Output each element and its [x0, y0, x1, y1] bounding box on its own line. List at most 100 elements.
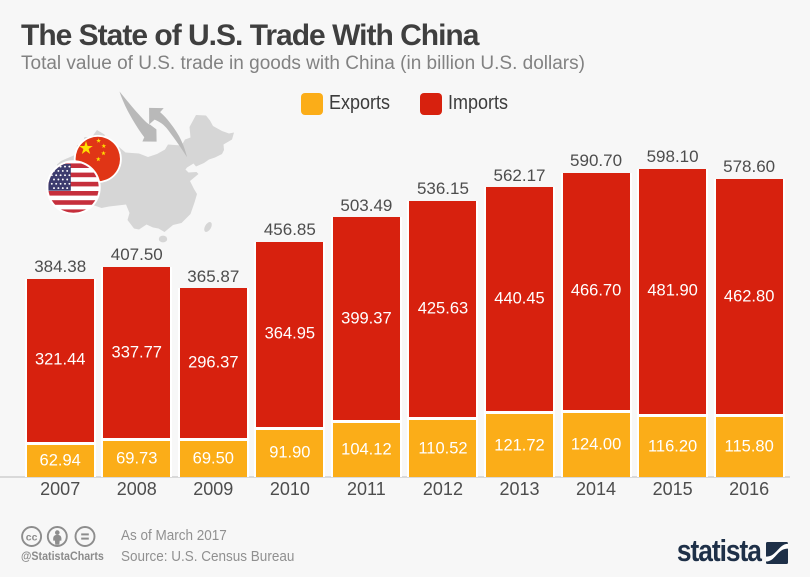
year-label: 2014 [576, 479, 617, 499]
bar-2015: 481.90 116.20 [637, 168, 709, 477]
exports-value-label: 116.20 [647, 437, 698, 456]
exports-segment: 116.20 [639, 417, 707, 477]
x-axis-baseline [0, 476, 790, 478]
bar-2009: 296.37 69.50 [177, 288, 249, 477]
segment-divider [26, 441, 94, 445]
segment-divider [486, 411, 553, 415]
trade-arrows-icon [119, 91, 187, 158]
imports-segment: 466.70 [562, 172, 630, 411]
exports-segment: 69.73 [103, 441, 171, 477]
year-label: 2008 [116, 479, 157, 499]
exports-segment: 121.72 [486, 414, 553, 477]
segment-divider [639, 414, 707, 418]
imports-segment: 481.90 [639, 168, 707, 415]
bar-2011: 399.37 104.12 [330, 217, 402, 477]
exports-legend-swatch [301, 92, 323, 115]
imports-segment: 440.45 [486, 187, 553, 412]
total-value-label: 536.15 [416, 179, 469, 199]
bar-2007: 321.44 62.94 [24, 278, 96, 477]
bar-2013: 440.45 121.72 [484, 187, 555, 477]
exports-segment: 104.12 [332, 423, 400, 477]
total-value-label: 407.50 [110, 245, 163, 265]
imports-value-label: 399.37 [341, 309, 392, 328]
segment-divider [332, 420, 400, 424]
bar-2010: 364.95 91.90 [254, 241, 326, 477]
exports-value-label: 124.00 [570, 435, 622, 454]
imports-legend-label: Imports [448, 92, 509, 114]
chart-title: The State of U.S. Trade With China [21, 19, 479, 52]
imports-value-label: 425.63 [417, 299, 469, 318]
imports-value-label: 296.37 [188, 353, 239, 372]
year-label: 2012 [422, 479, 463, 499]
exports-segment: 110.52 [409, 420, 477, 477]
exports-segment: 91.90 [256, 429, 324, 477]
segment-divider [179, 438, 247, 442]
exports-value-label: 104.12 [341, 440, 392, 459]
imports-value-label: 364.95 [264, 324, 316, 343]
cc-icon [21, 526, 43, 547]
imports-segment: 462.80 [715, 178, 783, 415]
segment-divider [409, 417, 477, 420]
total-value-label: 578.60 [723, 157, 776, 177]
exports-legend-label: Exports [329, 92, 391, 114]
statista-charts-handle: @StatistaCharts [21, 549, 104, 563]
total-value-label: 590.70 [570, 151, 623, 170]
imports-value-label: 321.44 [34, 350, 86, 369]
exports-value-label: 91.90 [269, 443, 311, 462]
year-label: 2013 [499, 479, 540, 499]
legend-item-imports: Imports [420, 92, 515, 115]
exports-segment: 115.80 [715, 417, 783, 477]
exports-value-label: 69.73 [116, 449, 158, 468]
year-label: 2010 [269, 479, 310, 499]
as-of-date: As of March 2017 [121, 527, 227, 544]
exports-segment: 62.94 [26, 444, 94, 477]
segment-divider [256, 426, 324, 430]
china-flag-stars [79, 138, 107, 162]
year-label: 2016 [729, 479, 770, 499]
chart-subtitle: Total value of U.S. trade in goods with … [21, 53, 585, 74]
us-flag-icon [46, 160, 101, 215]
imports-value-label: 481.90 [647, 281, 698, 300]
total-value-label: 365.87 [187, 266, 240, 286]
year-label: 2009 [193, 479, 234, 499]
svg-text:cc: cc [26, 531, 38, 543]
total-value-label: 598.10 [646, 147, 699, 167]
cc-nd-icon [74, 526, 96, 547]
segment-divider [103, 438, 171, 442]
bar-2014: 466.70 124.00 [560, 172, 632, 477]
segment-divider [562, 410, 630, 414]
exports-value-label: 115.80 [724, 437, 774, 456]
exports-segment: 124.00 [562, 413, 630, 477]
cc-license-icons: cc [21, 526, 96, 547]
imports-value-label: 337.77 [111, 343, 162, 362]
total-value-label: 562.17 [493, 165, 546, 185]
legend-item-exports: Exports [301, 92, 397, 115]
imports-segment: 321.44 [26, 278, 94, 442]
total-value-label: 456.85 [263, 220, 316, 239]
exports-value-label: 121.72 [494, 436, 545, 455]
segment-divider [715, 414, 783, 418]
taiwan-island [204, 222, 212, 232]
cc-by-icon [46, 526, 68, 547]
year-label: 2007 [40, 479, 81, 499]
statista-logo-text: statista [676, 533, 762, 568]
bar-2012: 425.63 110.52 [407, 200, 479, 477]
exports-value-label: 110.52 [418, 439, 468, 457]
imports-segment: 337.77 [103, 267, 171, 439]
imports-value-label: 466.70 [570, 281, 622, 300]
bar-2008: 337.77 69.73 [101, 267, 173, 477]
imports-segment: 296.37 [179, 288, 247, 439]
bar-2016: 462.80 115.80 [713, 178, 785, 477]
exports-value-label: 62.94 [39, 451, 81, 470]
statista-logo-mark [766, 541, 788, 564]
us-flag-stars [50, 165, 71, 190]
imports-value-label: 462.80 [723, 287, 775, 306]
source-note: Source: U.S. Census Bureau [121, 548, 295, 565]
hainan-island [158, 235, 168, 243]
total-value-label: 503.49 [340, 195, 393, 215]
year-label: 2011 [347, 479, 386, 499]
statista-logo: statista [662, 533, 788, 568]
imports-segment: 425.63 [409, 200, 477, 417]
imports-segment: 364.95 [256, 241, 324, 427]
